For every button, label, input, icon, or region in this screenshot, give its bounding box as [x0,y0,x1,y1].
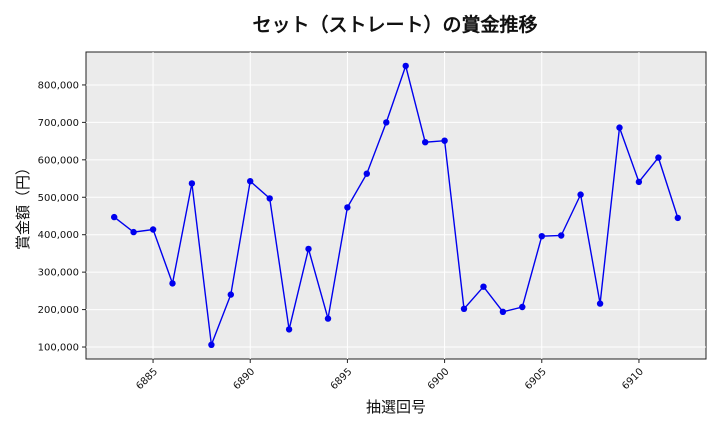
data-point [499,308,507,315]
y-tick-label: 100,000 [38,343,79,354]
data-point [363,170,370,177]
data-point [266,195,273,202]
y-axis-label: 賞金額（円） [14,160,32,250]
x-tick-label: 6910 [620,366,646,392]
x-tick-label: 6895 [329,366,355,392]
data-point [441,137,448,144]
data-point [655,154,662,161]
y-axis-ticks: 100,000 200,000 300,000 400,000 500,000 600,0… [38,80,86,354]
data-point [188,180,196,187]
data-point [596,300,604,307]
y-tick-label: 200,000 [38,305,79,316]
y-tick-label: 700,000 [38,118,79,129]
data-point [324,315,332,322]
data-point [208,341,215,348]
data-point [402,62,409,70]
data-point [674,214,681,222]
data-point [480,283,487,290]
data-point [635,178,643,186]
y-tick-label: 400,000 [38,230,79,241]
data-point [558,232,565,239]
y-tick-label: 500,000 [38,193,79,204]
x-tick-label: 6900 [426,366,452,392]
data-point [519,303,526,311]
x-tick-label: 6890 [232,366,258,392]
data-point [149,226,157,233]
data-points [111,62,681,348]
data-point [577,191,584,198]
data-point [247,178,254,185]
y-tick-label: 600,000 [38,155,79,166]
data-point [383,119,390,126]
x-axis-label: 抽選回号 [366,398,426,416]
data-point [130,228,137,236]
data-point [344,204,351,211]
data-point [538,233,545,240]
data-point [285,326,293,333]
data-point [111,213,118,221]
data-point [460,305,468,312]
x-tick-label: 6885 [134,366,160,392]
chart-title: セット（ストレート）の賞金推移 [252,13,537,36]
data-point [305,245,312,253]
series-line-layer [113,63,679,346]
data-point [422,139,429,146]
data-point [227,291,234,298]
x-axis-ticks: 6885 6890 6895 6900 6905 6910 [134,359,646,392]
plot-area [85,51,707,360]
data-point [616,124,623,131]
grid [86,52,706,359]
y-tick-label: 800,000 [38,80,79,91]
y-tick-label: 300,000 [38,268,79,279]
x-tick-label: 6905 [523,366,549,392]
data-point [169,280,176,287]
series-line [113,63,679,346]
